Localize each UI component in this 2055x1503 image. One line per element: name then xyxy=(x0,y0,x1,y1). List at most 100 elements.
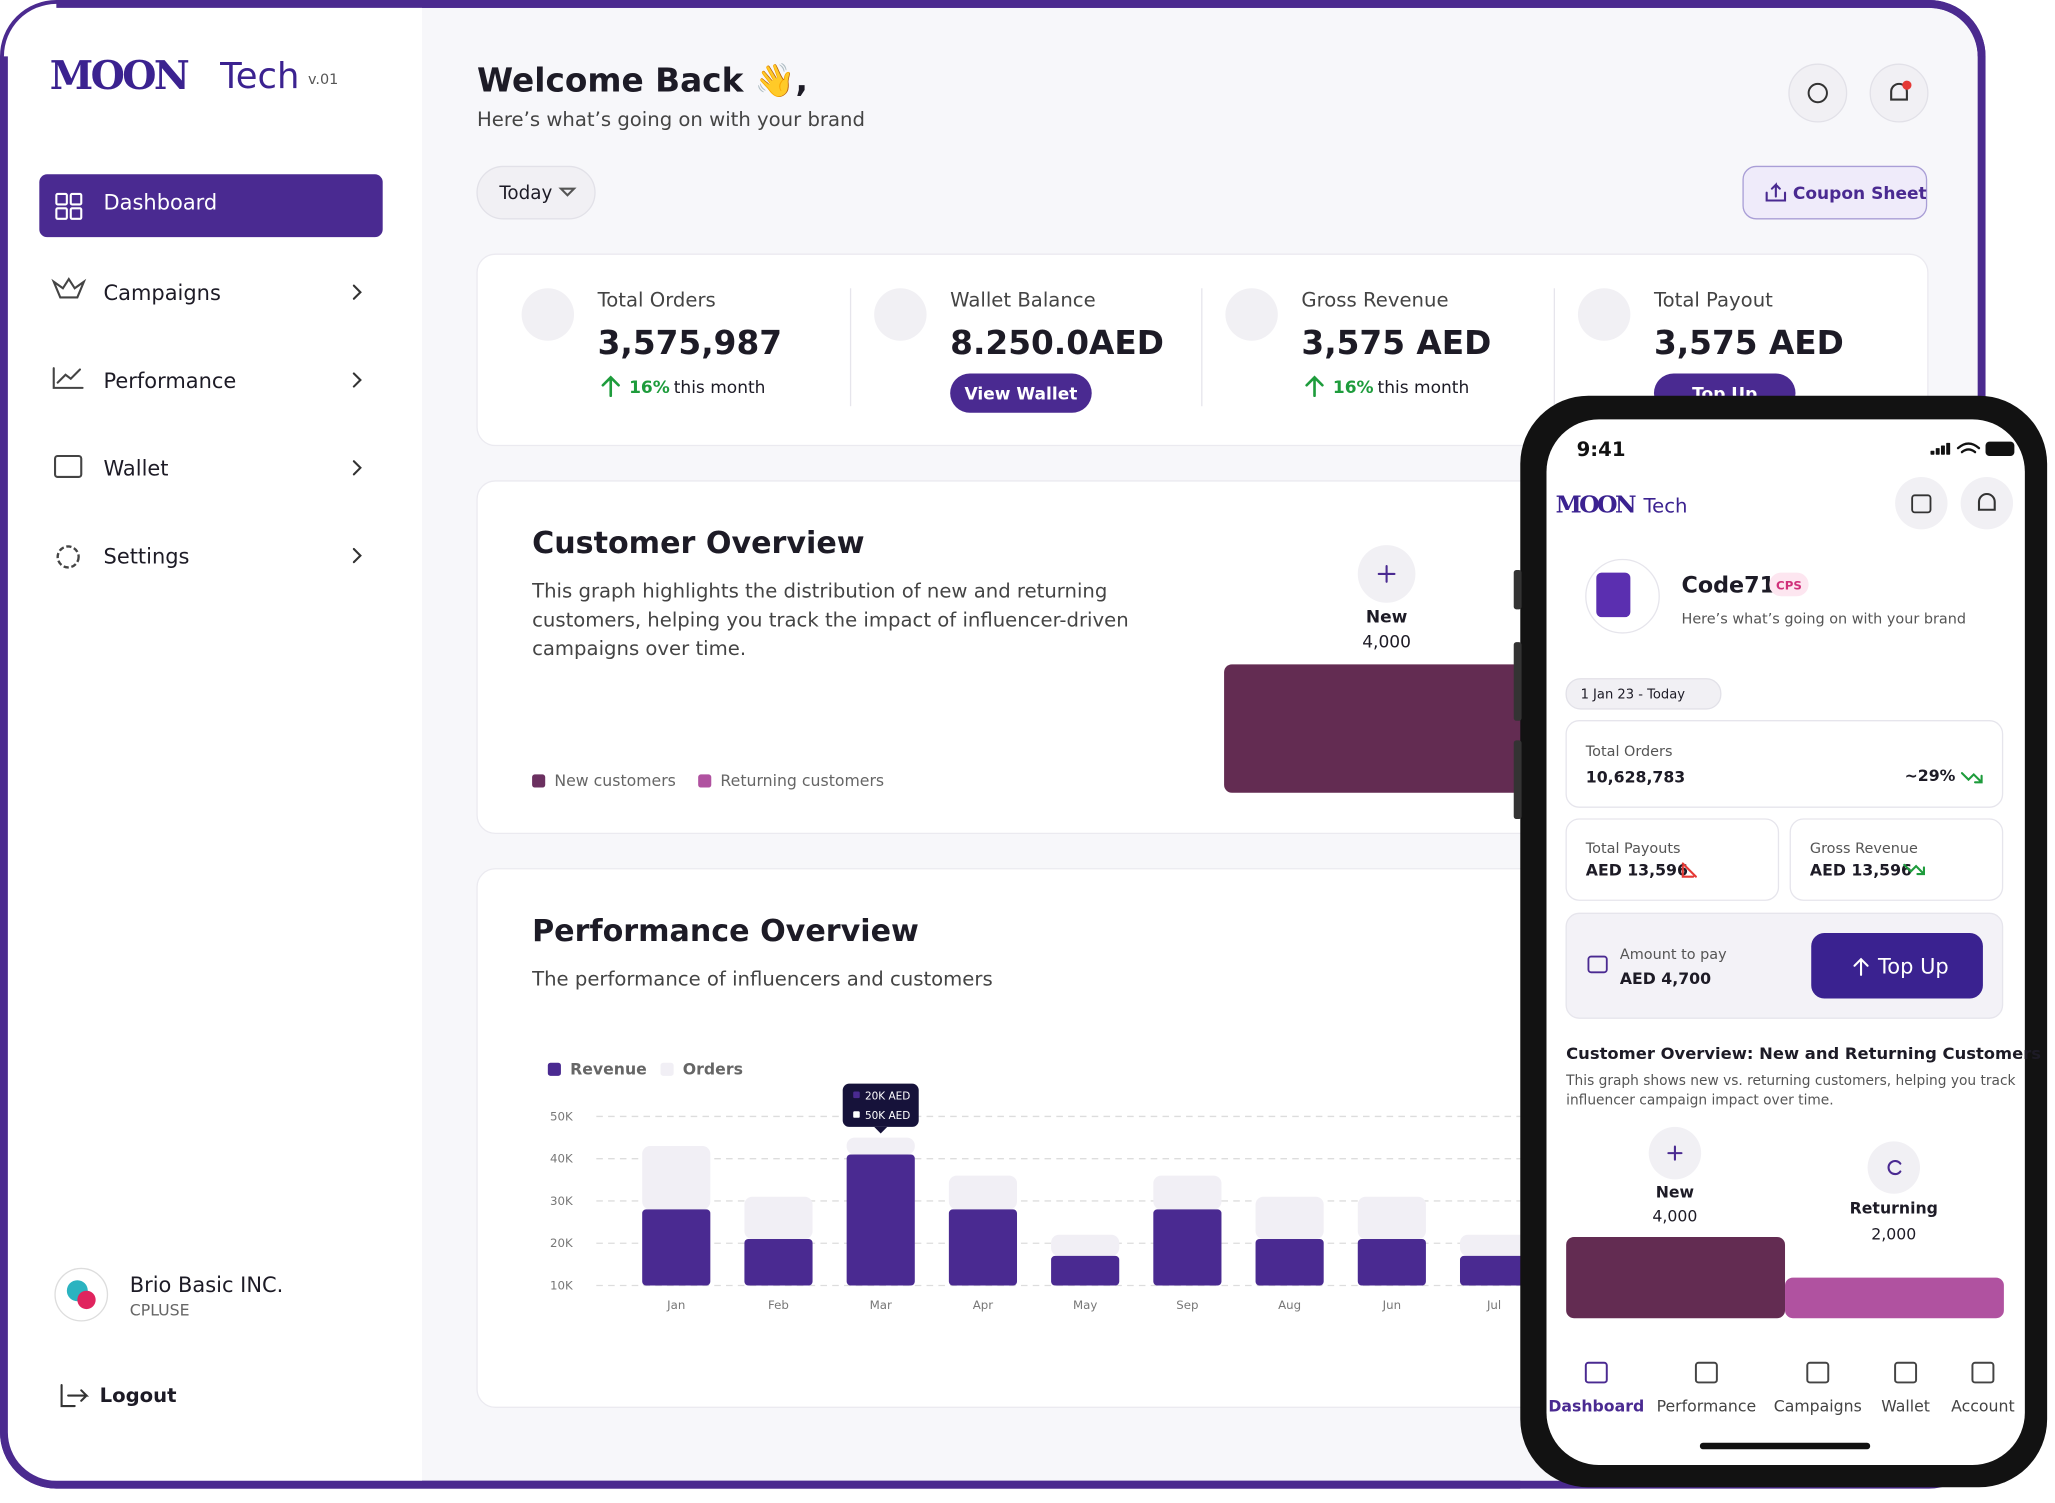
date-pill[interactable] xyxy=(1565,678,1722,710)
globe xyxy=(1807,82,1828,104)
welcome-title: Welcome Back 👋, xyxy=(477,62,808,101)
description: customers, helping you track the impact … xyxy=(532,608,1129,631)
stat-button[interactable] xyxy=(950,373,1092,413)
nav-icon xyxy=(1584,1361,1608,1384)
x-tick-label: May xyxy=(1073,1298,1097,1312)
refresh xyxy=(1887,1159,1902,1176)
nav-item[interactable]: Wallet xyxy=(1881,1396,1930,1415)
bar-segment xyxy=(1255,1238,1324,1286)
bar-segment xyxy=(1051,1255,1120,1286)
bar-segment xyxy=(1051,1234,1120,1256)
wallet-icon xyxy=(1587,955,1608,974)
tooltip xyxy=(842,1083,919,1127)
icon xyxy=(52,367,84,389)
logo: MOON xyxy=(50,53,189,99)
phone-card xyxy=(1565,720,2004,808)
calendar xyxy=(1911,494,1932,514)
card-label: Total Orders xyxy=(1585,744,1673,760)
section-title: Performance Overview xyxy=(532,914,919,949)
battery xyxy=(1985,441,2015,457)
bar-segment xyxy=(744,1238,813,1286)
card-label: Total Payouts xyxy=(1585,841,1681,857)
nav-item[interactable]: Account xyxy=(1951,1396,2014,1415)
card-label: Gross Revenue xyxy=(1810,841,1918,857)
brand-name: Code71 xyxy=(1681,572,1775,598)
bell xyxy=(1890,82,1908,101)
tooltip-tip xyxy=(874,1126,888,1134)
stat-label: Wallet Balance xyxy=(950,289,1095,312)
filter[interactable] xyxy=(476,165,596,220)
legend-swatch xyxy=(547,1062,561,1076)
chevron xyxy=(352,372,362,388)
topup-label: Top Up xyxy=(1877,955,1949,979)
user-name: Brio Basic INC. xyxy=(130,1273,284,1297)
stats-card xyxy=(476,253,1929,447)
signal xyxy=(1930,450,1935,455)
chevron xyxy=(352,460,362,476)
bar-segment xyxy=(846,1137,915,1155)
menu-item: Wallet xyxy=(104,457,169,481)
bar-segment xyxy=(744,1196,813,1239)
legend-label: New customers xyxy=(554,771,676,790)
nav-item[interactable]: Performance xyxy=(1657,1396,1757,1415)
nav-item[interactable]: Campaigns xyxy=(1774,1396,1862,1415)
icon xyxy=(55,207,68,220)
trend-up xyxy=(1903,863,1925,876)
legend-label: Orders xyxy=(683,1060,743,1079)
coupon-button[interactable] xyxy=(1742,165,1928,220)
arrow xyxy=(1853,957,1869,976)
menu-item: Settings xyxy=(104,544,190,568)
legend-swatch xyxy=(660,1062,674,1076)
menu-item: Dashboard xyxy=(104,191,218,215)
brand-logo xyxy=(1596,572,1631,618)
description: This graph highlights the distribution o… xyxy=(531,580,1107,603)
bar-segment xyxy=(846,1154,915,1286)
version: v.01 xyxy=(308,72,338,88)
stat-value: 8.250.0AED xyxy=(950,324,1164,362)
phone-button xyxy=(1513,740,1522,819)
card-value: 10,628,783 xyxy=(1586,767,1685,786)
stat-value: 3,575,987 xyxy=(598,324,782,362)
legend-label: Revenue xyxy=(570,1060,647,1079)
returning-icon xyxy=(1867,1141,1921,1194)
plus xyxy=(1377,565,1396,583)
menu-item: Campaigns xyxy=(104,281,221,305)
chevron xyxy=(352,284,362,300)
home-indicator xyxy=(1699,1442,1871,1450)
legend-swatch xyxy=(698,774,712,788)
bell-button xyxy=(1960,476,2014,530)
date-label: 1 Jan 23 - Today xyxy=(1581,687,1686,702)
logout[interactable]: Logout xyxy=(100,1384,177,1407)
arrow-up xyxy=(1305,375,1324,398)
bar-segment xyxy=(948,1209,1018,1286)
overview-description: influencer campaign impact over time. xyxy=(1566,1093,1833,1109)
bar-segment xyxy=(1357,1238,1426,1286)
stat-change: 16% xyxy=(1333,378,1374,398)
y-tick-label: 50K xyxy=(550,1109,573,1123)
user-plan: CPLUSE xyxy=(130,1301,190,1320)
nav-icon xyxy=(1694,1361,1718,1384)
tooltip-label: 20K AED xyxy=(865,1090,910,1102)
menu-active[interactable] xyxy=(39,174,383,238)
badge xyxy=(1769,572,1809,597)
stat-icon xyxy=(521,288,575,341)
tooltip-swatch xyxy=(853,1091,860,1099)
bar-segment xyxy=(642,1146,711,1210)
menu-item: Performance xyxy=(104,369,237,393)
stat-label: Total Payout xyxy=(1653,289,1773,312)
returning-label: Returning xyxy=(1850,1198,1938,1217)
icon xyxy=(53,454,83,479)
topup-button[interactable] xyxy=(1811,932,1983,999)
bar-segment xyxy=(1459,1255,1529,1286)
phone-logo-suffix: Tech xyxy=(1642,494,1687,517)
icon xyxy=(69,207,83,220)
phone-button xyxy=(1513,642,1522,721)
returning-value: 2,000 xyxy=(1871,1225,1916,1244)
y-tick-label: 20K xyxy=(550,1236,573,1250)
stat-label: Total Orders xyxy=(597,289,716,312)
nav-item[interactable]: Dashboard xyxy=(1548,1396,1644,1415)
welcome-subtitle: Here’s what’s going on with your brand xyxy=(477,108,865,131)
stat-change: 16% xyxy=(629,378,670,398)
icon xyxy=(55,192,68,206)
stat-note: this month xyxy=(1378,378,1470,398)
